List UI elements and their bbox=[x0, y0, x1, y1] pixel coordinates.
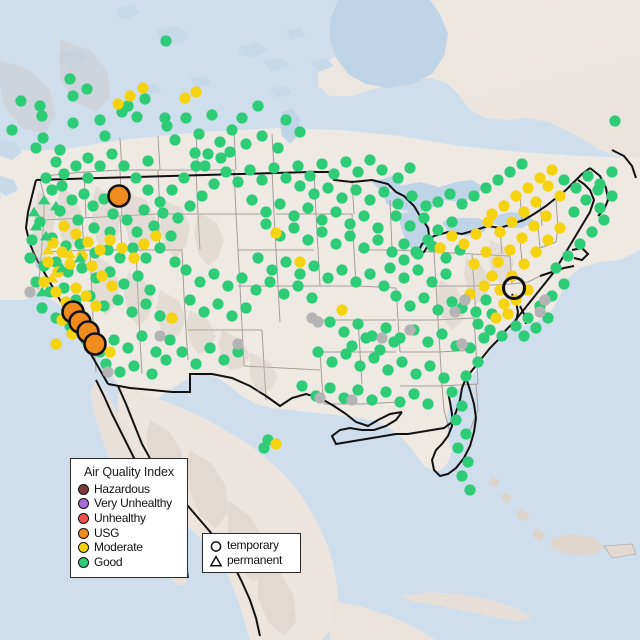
puerto-rico-island bbox=[603, 543, 637, 559]
station-type-legend-box: temporary permanent bbox=[202, 533, 301, 573]
pacific-coast-inlets bbox=[0, 138, 48, 268]
legend-label-usg: USG bbox=[94, 525, 120, 540]
hazardous-swatch-icon bbox=[78, 483, 89, 495]
legend-label-temporary: temporary bbox=[227, 538, 279, 552]
hudson-bay bbox=[330, 0, 448, 88]
legend-label-hazardous: Hazardous bbox=[94, 481, 150, 496]
legend-item-unhealthy[interactable]: Unhealthy bbox=[78, 511, 180, 526]
circle-icon bbox=[210, 540, 222, 552]
legend-label-good: Good bbox=[94, 554, 123, 569]
legend-label-unhealthy: Unhealthy bbox=[94, 510, 146, 525]
good-swatch-icon bbox=[78, 556, 89, 568]
northern-lakes bbox=[58, 4, 334, 98]
legend-item-moderate[interactable]: Moderate bbox=[78, 540, 180, 555]
moderate-swatch-icon bbox=[78, 542, 89, 554]
usg-swatch-icon bbox=[78, 527, 89, 539]
legend-item-permanent[interactable]: permanent bbox=[209, 553, 295, 568]
central-america bbox=[330, 600, 436, 640]
legend-item-very-unhealthy[interactable]: Very Unhealthy bbox=[78, 497, 180, 512]
north-america-landmass bbox=[0, 0, 640, 160]
unhealthy-swatch-icon bbox=[78, 512, 89, 524]
aqi-legend-box: Air Quality Index Hazardous Very Unhealt… bbox=[70, 458, 188, 578]
hispaniola-island bbox=[550, 534, 604, 556]
legend-item-temporary[interactable]: temporary bbox=[209, 538, 295, 553]
legend-item-hazardous[interactable]: Hazardous bbox=[78, 482, 180, 497]
mexico-land bbox=[118, 386, 338, 640]
bahamas-islands bbox=[488, 476, 546, 542]
aqi-legend-title: Air Quality Index bbox=[83, 465, 174, 479]
very-unhealthy-swatch-icon bbox=[78, 498, 89, 510]
triangle-icon bbox=[209, 554, 223, 567]
legend-item-good[interactable]: Good bbox=[78, 555, 180, 570]
legend-label-permanent: permanent bbox=[227, 553, 283, 567]
legend-label-very-unhealthy: Very Unhealthy bbox=[94, 496, 172, 511]
cuba-island bbox=[400, 592, 532, 622]
legend-item-usg[interactable]: USG bbox=[78, 526, 180, 541]
legend-label-moderate: Moderate bbox=[94, 540, 143, 555]
